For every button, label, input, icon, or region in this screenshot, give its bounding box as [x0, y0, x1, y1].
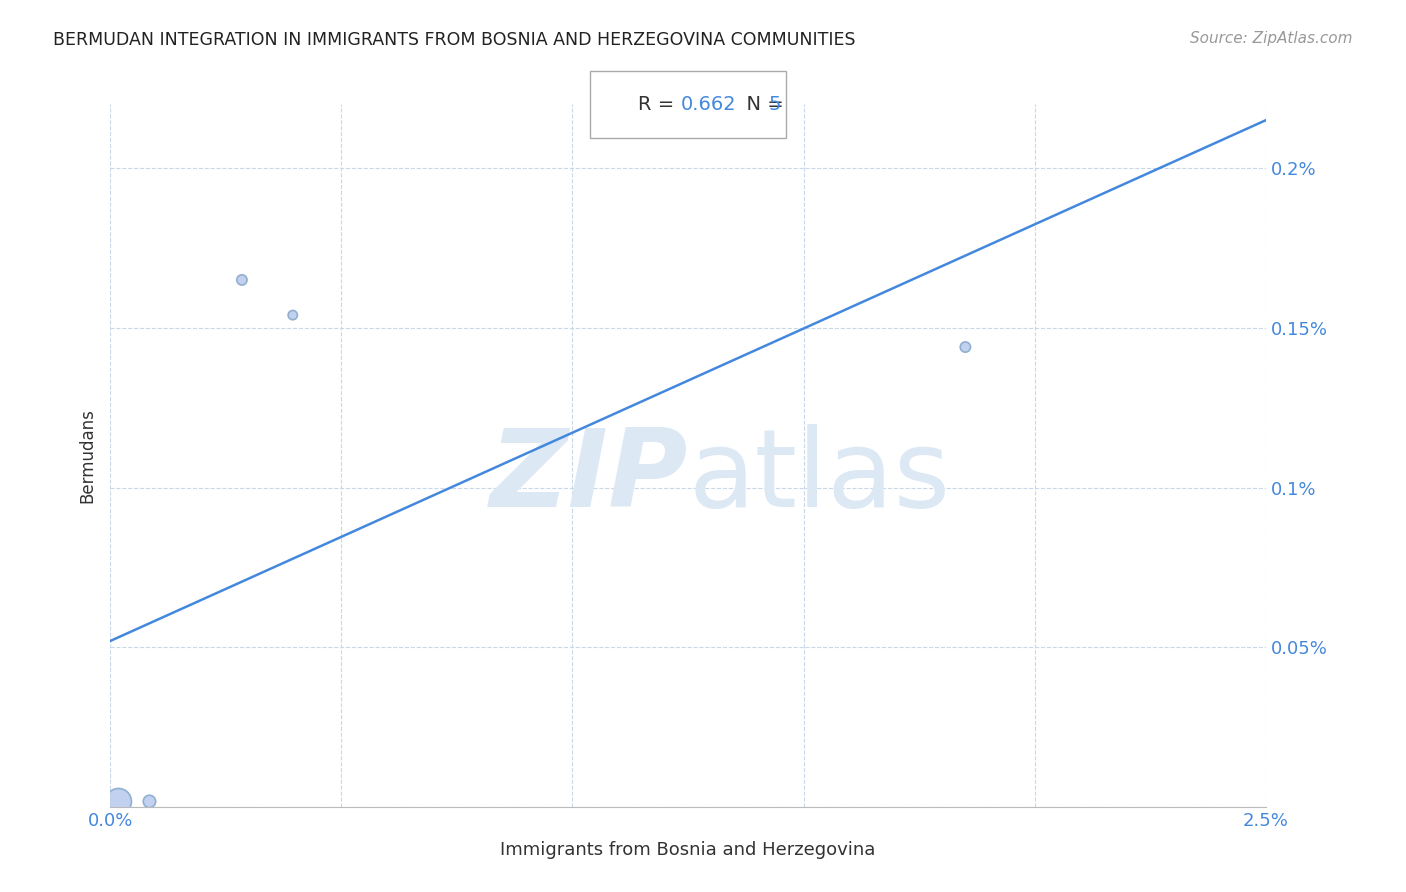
Text: atlas: atlas — [688, 424, 950, 530]
Point — [281, 308, 304, 322]
Text: ZIP: ZIP — [489, 424, 688, 530]
Text: 5: 5 — [768, 95, 780, 113]
Y-axis label: Bermudans: Bermudans — [79, 409, 96, 503]
Point — [107, 794, 129, 808]
X-axis label: Immigrants from Bosnia and Herzegovina: Immigrants from Bosnia and Herzegovina — [501, 841, 876, 859]
Text: N =: N = — [734, 95, 790, 113]
Point — [955, 340, 977, 354]
Text: 0.662: 0.662 — [681, 95, 737, 113]
Point — [138, 794, 160, 808]
Text: BERMUDAN INTEGRATION IN IMMIGRANTS FROM BOSNIA AND HERZEGOVINA COMMUNITIES: BERMUDAN INTEGRATION IN IMMIGRANTS FROM … — [53, 31, 856, 49]
Text: R =: R = — [638, 95, 681, 113]
Text: Source: ZipAtlas.com: Source: ZipAtlas.com — [1189, 31, 1353, 46]
Point — [231, 273, 253, 287]
